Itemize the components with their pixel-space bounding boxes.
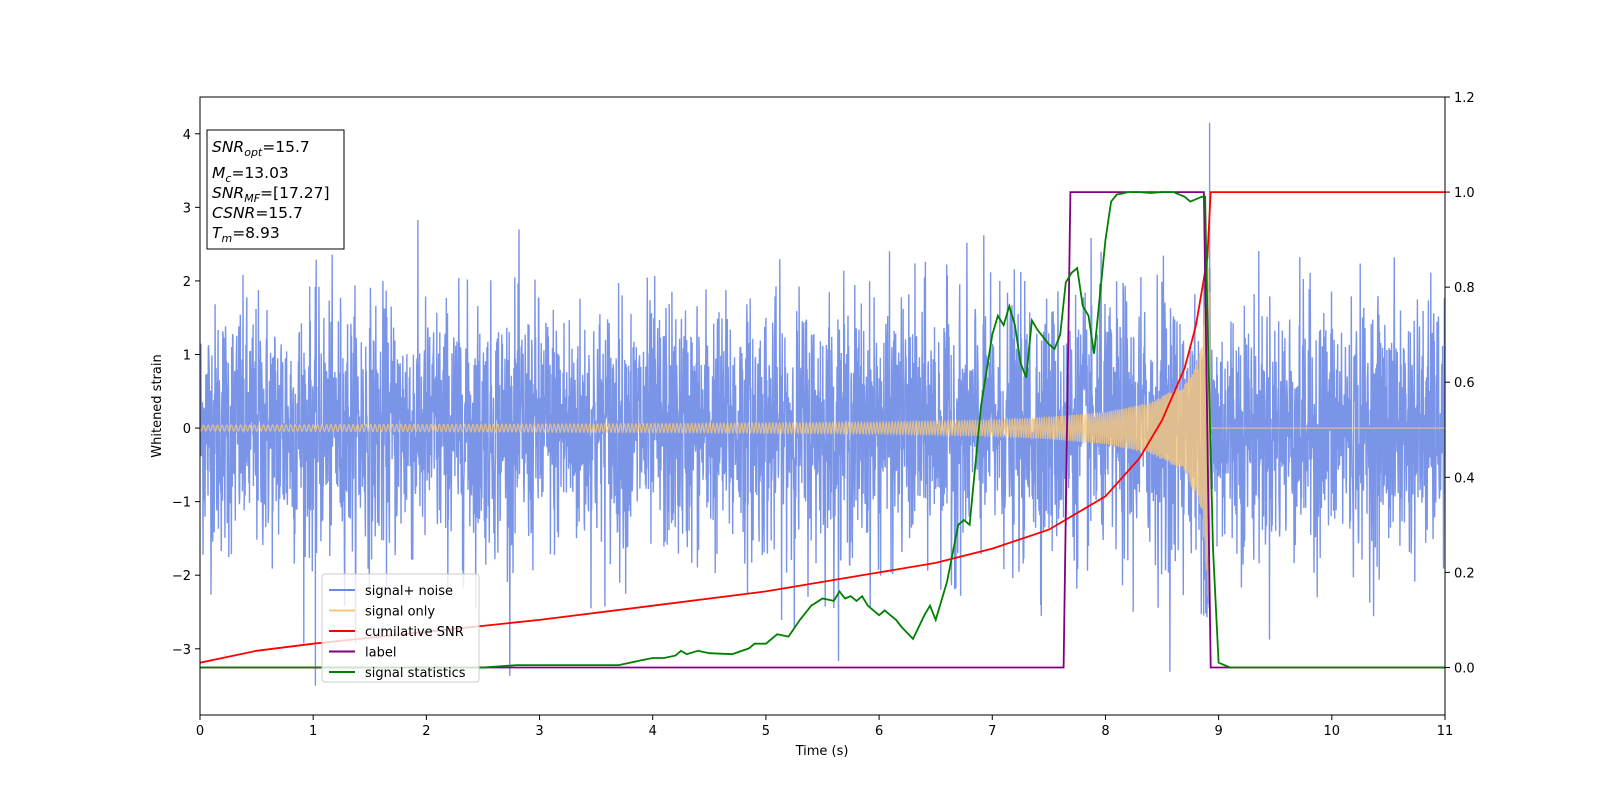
y-right-tick-label: 0.8: [1454, 281, 1475, 296]
y-left-tick-label: 4: [183, 128, 191, 143]
plot-frame: [199, 96, 1446, 716]
legend-label: signal only: [365, 605, 435, 620]
y-left-tick-label: 2: [183, 275, 191, 290]
legend-label: cumilative SNR: [365, 625, 464, 640]
x-axis: 0 1 2 3 4 5 6 7 8 9 10 11: [196, 715, 1453, 739]
y-right-tick-label: 1.0: [1454, 186, 1475, 201]
legend-label: label: [365, 646, 396, 661]
y-axis-label: Whitened strain: [150, 354, 165, 457]
y-right-tick-label: 0.0: [1454, 661, 1475, 676]
y-right-tick-label: 0.6: [1454, 376, 1475, 391]
y-right-tick-label: 1.2: [1454, 91, 1475, 106]
x-tick-label: 4: [649, 724, 657, 739]
x-tick-label: 1: [309, 724, 317, 739]
x-tick-label: 5: [762, 724, 770, 739]
y-left-tick-label: 3: [183, 201, 191, 216]
y-left-tick-label: 1: [183, 349, 191, 364]
y-axis-left: −3 −2 −1 0 1 2 3 4: [172, 128, 200, 658]
x-tick-label: 8: [1101, 724, 1109, 739]
plot-area: [200, 122, 1445, 686]
x-tick-label: 6: [875, 724, 883, 739]
legend: signal+ noise signal only cumilative SNR la…: [321, 573, 480, 683]
info-mc: Mc=13.03: [212, 164, 289, 185]
info-box-frame: [206, 129, 345, 250]
legend-frame: [321, 573, 480, 683]
legend-label: signal statistics: [365, 666, 466, 681]
y-left-tick-label: −1: [172, 496, 191, 511]
x-tick-label: 11: [1437, 724, 1454, 739]
x-tick-label: 7: [988, 724, 996, 739]
x-tick-label: 3: [535, 724, 543, 739]
y-left-tick-label: 0: [183, 422, 191, 437]
x-tick-label: 2: [422, 724, 430, 739]
info-box: SNRopt=15.7 Mc=13.03 SNRMF=[17.27] CSNR=…: [206, 129, 345, 250]
signal-statistics-line: [200, 191, 1445, 669]
legend-label: signal+ noise: [365, 584, 453, 599]
info-snr-mf: SNRMF=[17.27]: [212, 184, 330, 205]
info-tm: Tm=8.93: [212, 224, 280, 245]
y-left-tick-label: −3: [172, 643, 191, 658]
y-right-tick-label: 0.2: [1454, 566, 1475, 581]
signal-only-line: [200, 268, 1445, 597]
x-axis-label: Time (s): [795, 744, 849, 759]
x-tick-label: 9: [1214, 724, 1222, 739]
y-right-tick-label: 0.4: [1454, 471, 1475, 486]
x-tick-label: 0: [196, 724, 204, 739]
x-tick-label: 10: [1324, 724, 1341, 739]
y-axis-right: 0.0 0.2 0.4 0.6 0.8 1.0 1.2: [1445, 91, 1475, 676]
info-snr-opt: SNRopt=15.7: [212, 138, 310, 159]
y-left-tick-label: −2: [172, 569, 191, 584]
info-csnr: CSNR=15.7: [212, 204, 303, 222]
